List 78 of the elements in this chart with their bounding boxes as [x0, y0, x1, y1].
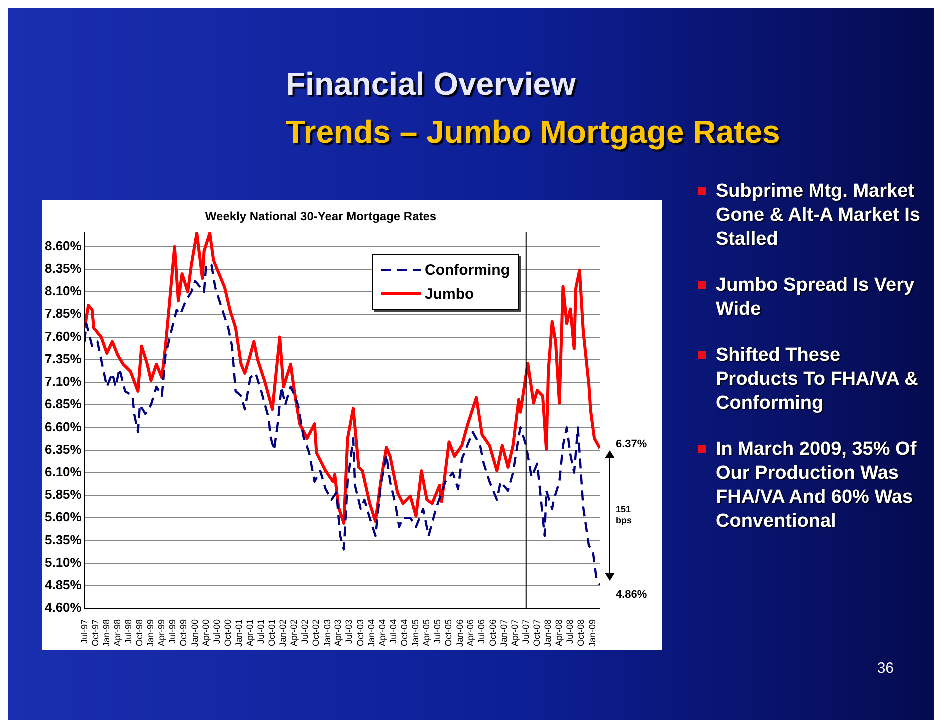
annotation: 6.37%: [616, 438, 648, 450]
x-tick-label: Oct-06: [488, 619, 498, 646]
y-tick-label: 5.60%: [44, 510, 82, 525]
x-tick-label: Jan-98: [102, 619, 112, 648]
x-tick-label: Jul-03: [344, 619, 354, 644]
y-tick-label: 6.60%: [44, 419, 82, 434]
y-tick-label: 8.35%: [44, 261, 82, 276]
x-tick-label: Oct-98: [134, 619, 145, 646]
y-tick-label: 7.35%: [44, 351, 82, 366]
text: Shifted These Products To FHA/VA & Conforming: [716, 344, 920, 416]
x-tick-label: Jan-00: [190, 619, 200, 648]
x-tick-label: Jul-02: [300, 619, 310, 644]
y-tick-label: 5.10%: [44, 554, 82, 570]
text: Trends – Jumbo Mortgage Rates: [286, 114, 780, 151]
x-tick-label: Jul-98: [123, 619, 134, 644]
x-tick-label: Jul-97: [79, 619, 90, 644]
x-tick-label: Jul-05: [432, 619, 443, 644]
text: 151 bps: [616, 504, 632, 526]
x-tick-label: Jul-04: [388, 619, 398, 644]
x-tick-label: Jan-02: [278, 619, 288, 648]
x-tick-label: Jan-04: [366, 619, 376, 648]
x-tick-label: Oct-00: [222, 619, 233, 646]
x-tick-label: Apr-05: [422, 619, 432, 646]
y-tick-label: 7.60%: [44, 328, 82, 344]
y-tick-label: 7.10%: [44, 374, 82, 390]
y-tick-label: 8.10%: [44, 284, 82, 299]
x-tick-label: Oct-97: [90, 619, 100, 646]
x-tick-label: Apr-99: [156, 619, 167, 646]
x-tick-label: Jan-05: [410, 619, 421, 648]
x-tick-label: Apr-02: [289, 619, 300, 646]
x-tick-label: Jan-07: [498, 619, 509, 648]
y-tick-label: 5.35%: [44, 532, 82, 548]
x-tick-label: Oct-04: [400, 619, 410, 646]
x-tick-label: Oct-05: [444, 619, 454, 646]
x-tick-label: Oct-01: [267, 619, 278, 646]
x-tick-label: Jul-06: [476, 619, 487, 644]
x-tick-label: Apr-03: [333, 619, 344, 646]
y-tick-label: 4.85%: [44, 577, 82, 592]
chart-title: Weekly National 30-Year Mortgage Rates: [205, 210, 437, 224]
x-tick-label: Apr-01: [244, 619, 255, 646]
x-tick-label: Jul-07: [520, 619, 531, 644]
y-tick-label: 6.35%: [44, 442, 82, 457]
text: Financial Overview: [286, 66, 576, 103]
x-tick-label: Jul-99: [168, 619, 178, 644]
x-tick-label: Oct-99: [178, 619, 189, 646]
x-tick-label: Jul-01: [256, 619, 266, 644]
x-tick-label: Apr-00: [200, 619, 211, 646]
text: In March 2009, 35% Of Our Production Was FHA/VA And 60% Was Conventional: [716, 438, 918, 534]
x-tick-label: Jan-03: [322, 619, 332, 648]
y-tick-label: 4.60%: [44, 600, 82, 616]
y-tick-label: 7.85%: [44, 306, 82, 322]
annotation: 4.86%: [616, 589, 648, 602]
legend-label: Conforming: [425, 262, 510, 278]
x-tick-label: Apr-04: [377, 619, 388, 646]
x-tick-label: Oct-03: [355, 619, 366, 646]
text: Subprime Mtg. Market Gone & Alt-A Market Is Stalled: [716, 180, 922, 252]
x-tick-label: Jan-08: [543, 619, 554, 648]
x-tick-label: Jan-09: [587, 619, 598, 648]
text: Jumbo Spread Is Very Wide: [716, 274, 916, 322]
x-tick-label: Oct-02: [311, 619, 322, 646]
x-tick-label: Apr-08: [554, 619, 564, 646]
x-tick-label: Oct-07: [532, 619, 542, 646]
x-tick-label: Jul-08: [565, 619, 576, 644]
line-series: [84, 264, 600, 586]
y-tick-label: 8.60%: [44, 238, 82, 254]
x-tick-label: Apr-06: [466, 619, 476, 646]
y-tick-label: 6.85%: [44, 396, 82, 412]
x-tick-label: Apr-98: [112, 619, 122, 646]
legend-label: Jumbo: [425, 286, 474, 302]
x-tick-label: Apr-07: [510, 619, 520, 646]
x-tick-label: Jan-99: [146, 619, 156, 648]
x-tick-label: Oct-08: [576, 619, 586, 646]
text: 36: [877, 660, 894, 677]
x-tick-label: Jul-00: [212, 619, 222, 644]
y-tick-label: 6.10%: [44, 464, 82, 480]
x-tick-label: Jan-01: [234, 619, 244, 648]
x-tick-label: Jan-06: [454, 619, 465, 648]
y-tick-label: 5.85%: [44, 487, 82, 502]
